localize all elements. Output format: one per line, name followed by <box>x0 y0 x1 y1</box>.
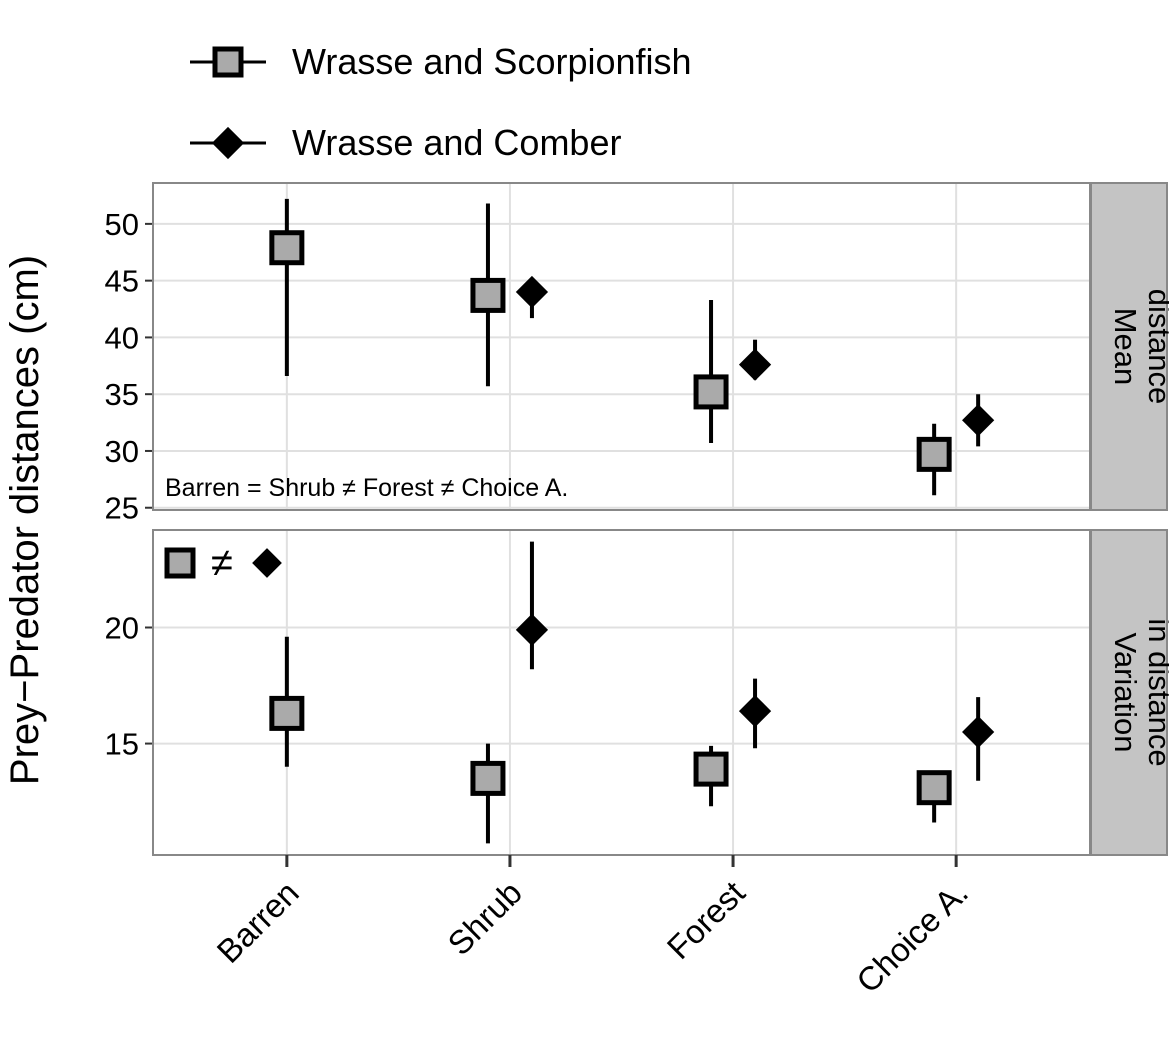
annotation-marker <box>164 547 196 579</box>
point-diamond <box>738 694 772 728</box>
y-tick-label: 50 <box>105 207 139 242</box>
point-diamond <box>515 275 549 309</box>
strip <box>1090 529 1168 856</box>
point-square <box>916 770 952 806</box>
panel <box>153 530 1090 855</box>
strip-label: distance <box>1142 289 1169 404</box>
y-tick-label: 45 <box>105 264 139 299</box>
point-square <box>916 436 952 472</box>
y-tick-label: 25 <box>105 491 139 526</box>
y-tick-label: 35 <box>105 377 139 412</box>
point-diamond <box>738 348 772 381</box>
x-tick-label: Forest <box>660 874 752 966</box>
y-axis-label: Prey−Predator distances (cm) <box>3 255 47 785</box>
x-tick-label: Shrub <box>440 874 528 962</box>
point-diamond <box>962 404 995 437</box>
point-square <box>470 277 506 313</box>
strip-label: Variation <box>1108 632 1143 752</box>
strip-label: in distance <box>1142 618 1169 766</box>
legend-label: Wrasse and Comber <box>292 122 621 163</box>
annotation-marker <box>252 548 282 578</box>
point-square <box>269 230 305 266</box>
point-square <box>693 751 729 787</box>
point-diamond <box>515 613 549 646</box>
y-tick-label: 15 <box>105 727 139 762</box>
legend-marker <box>211 126 245 160</box>
y-tick-label: 30 <box>105 434 139 469</box>
point-square <box>693 374 729 410</box>
strip-label: Mean <box>1108 308 1143 386</box>
annotation: Barren = Shrub ≠ Forest ≠ Choice A. <box>165 474 568 502</box>
legend-marker <box>212 46 244 78</box>
x-tick-label: Choice A. <box>849 874 975 1000</box>
annotation: ≠ <box>211 541 233 585</box>
y-tick-label: 20 <box>105 611 139 646</box>
point-square <box>269 695 305 731</box>
x-tick-label: Barren <box>210 874 306 970</box>
point-diamond <box>962 715 995 749</box>
point-square <box>470 760 506 796</box>
legend-label: Wrasse and Scorpionfish <box>292 41 692 82</box>
y-tick-label: 40 <box>105 320 139 355</box>
strip <box>1090 182 1168 511</box>
